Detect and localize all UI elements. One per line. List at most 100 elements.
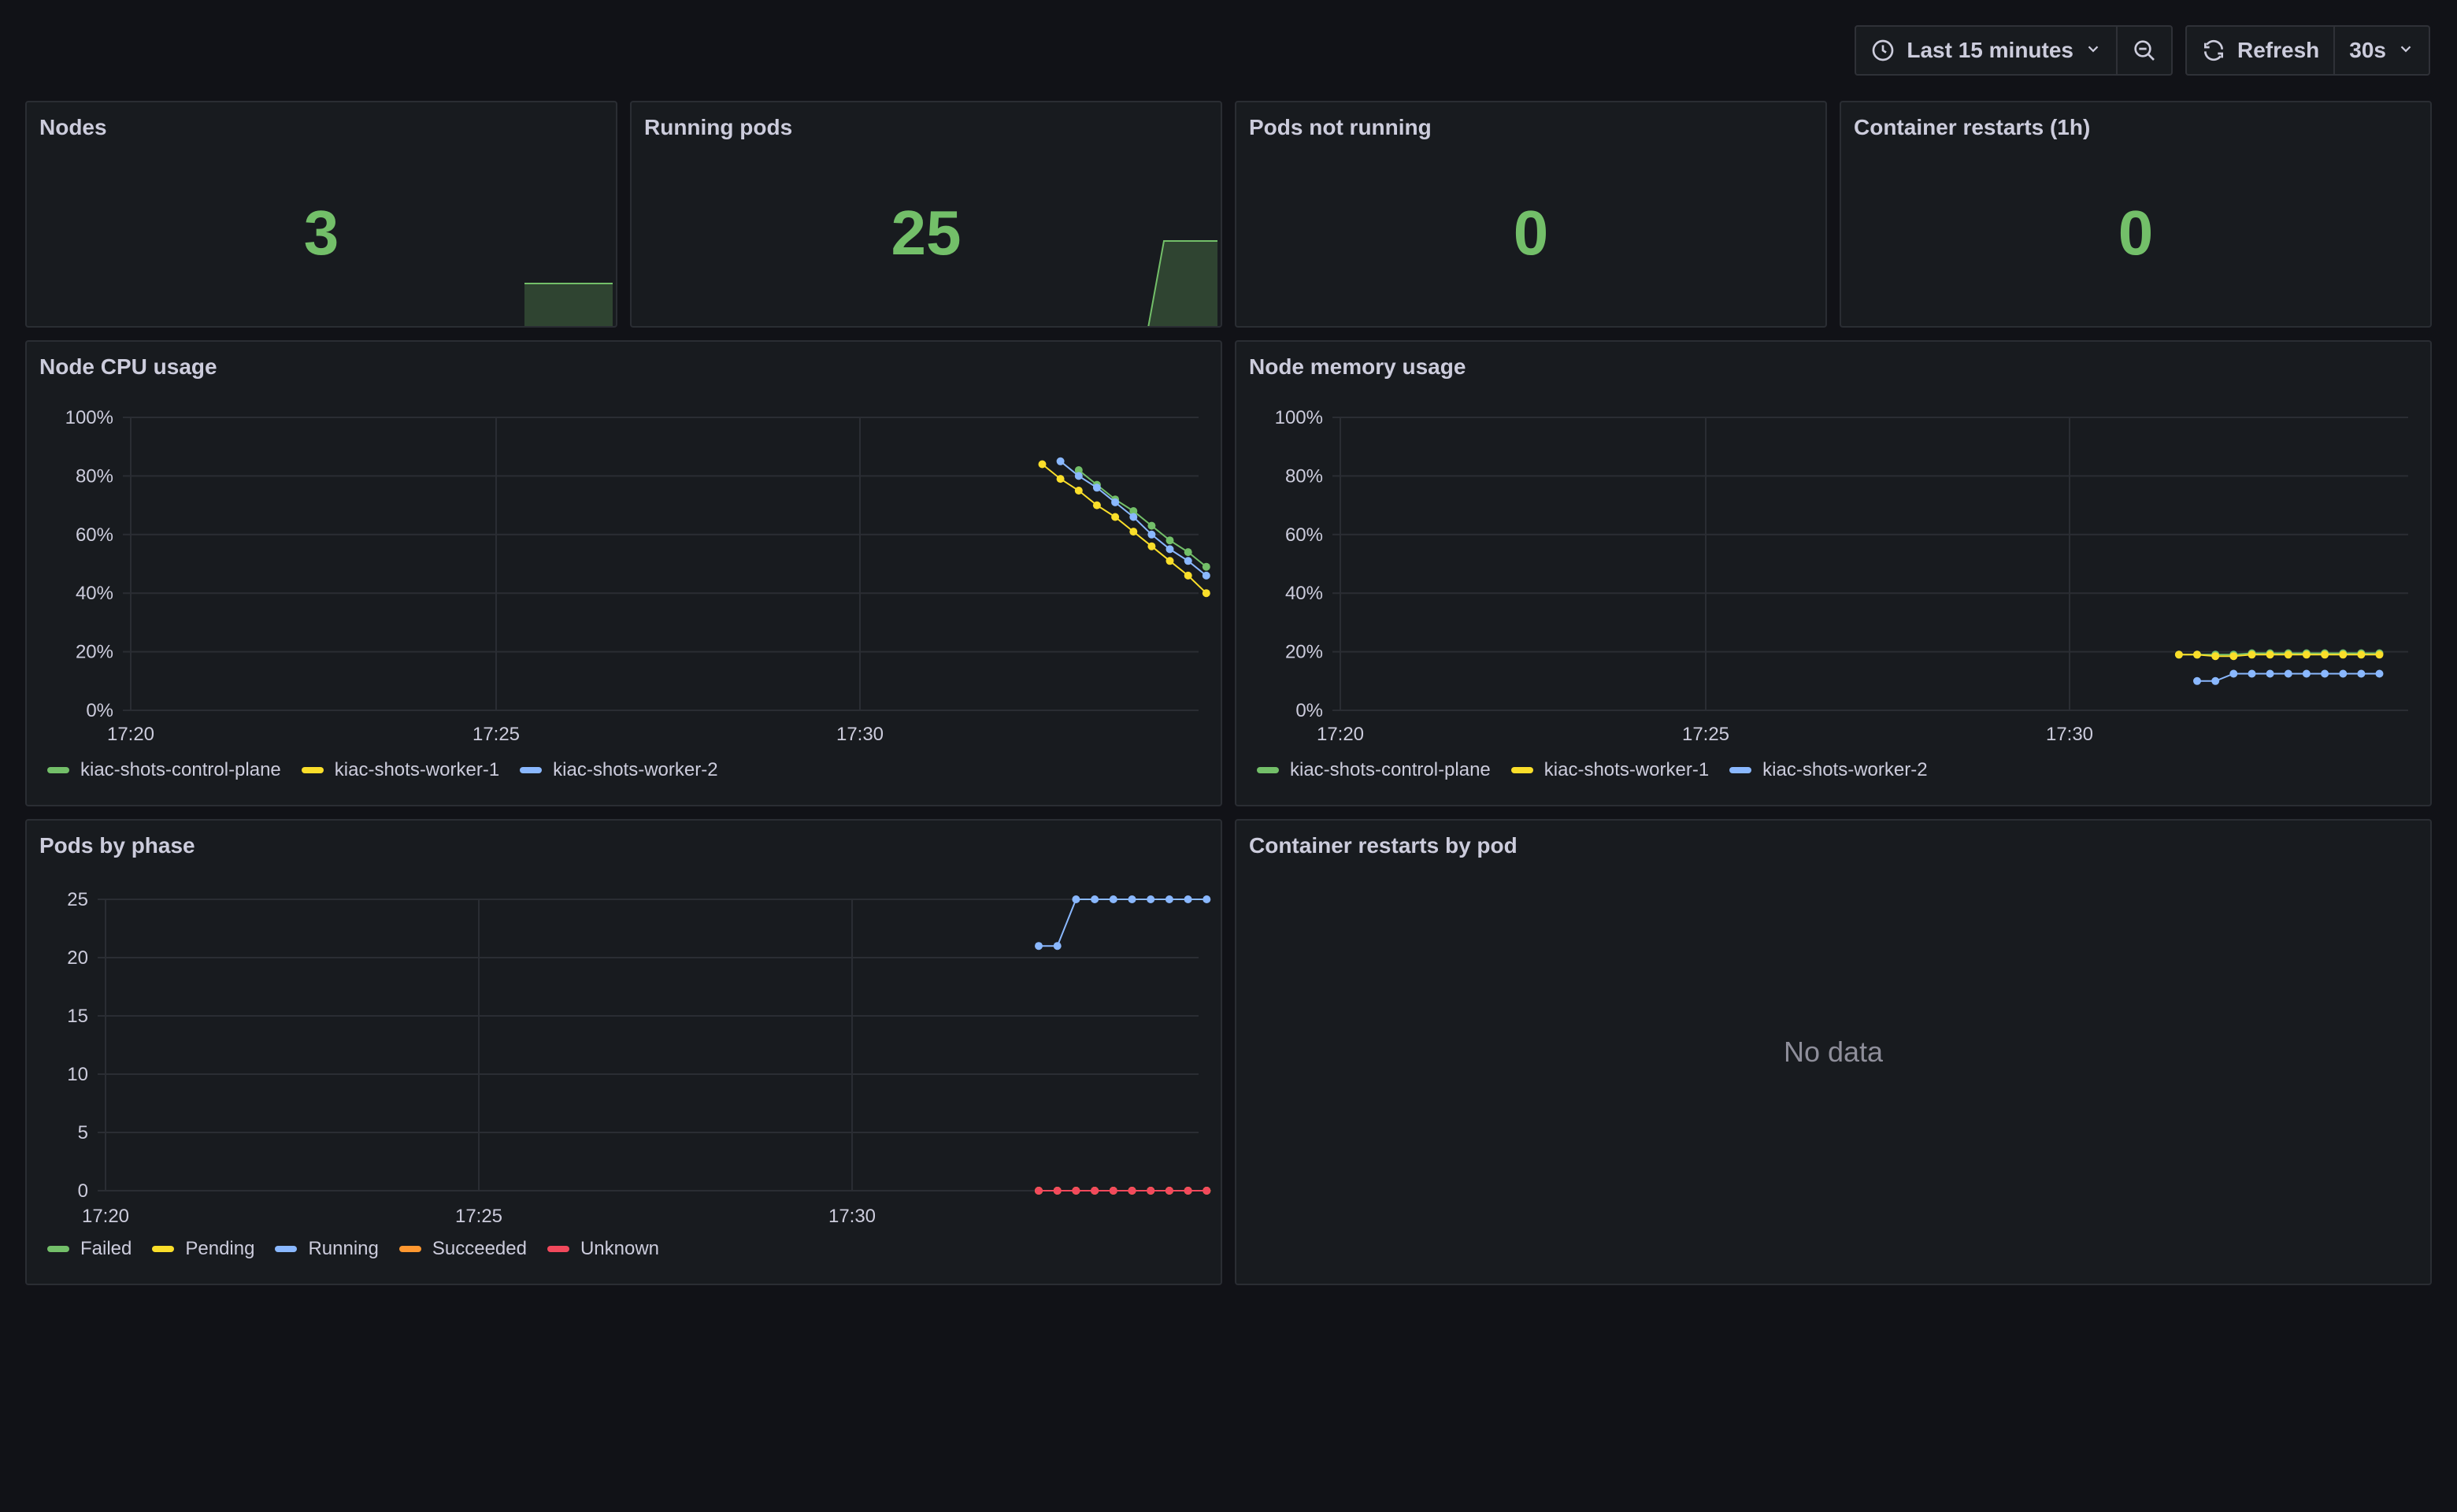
sparkline: [524, 283, 613, 326]
panel-node-memory[interactable]: Node memory usage 0% 20% 40% 60% 80% 100% 17:2…: [1235, 340, 2432, 806]
data-point: [1111, 513, 1120, 521]
refresh-interval-picker[interactable]: 30s: [2333, 27, 2429, 74]
data-point: [2375, 650, 2384, 659]
data-point: [2229, 669, 2238, 678]
legend-label: kiac-shots-worker-1: [334, 759, 500, 780]
legend-item[interactable]: kiac-shots-worker-2: [520, 759, 718, 781]
data-point: [2339, 650, 2348, 659]
stat-panel-nodes[interactable]: Nodes 3: [25, 101, 617, 328]
cpu-chart: 0% 20% 40% 60% 80% 100% 17:20 17:25 17:30: [65, 407, 1210, 745]
data-point: [2248, 669, 2256, 678]
legend-item[interactable]: kiac-shots-worker-1: [1510, 759, 1709, 781]
stat-value: 3: [303, 198, 339, 268]
data-point: [2211, 652, 2220, 661]
y-tick-label: 40%: [76, 583, 113, 604]
data-point: [2211, 676, 2220, 685]
data-point: [1203, 1187, 1211, 1195]
y-tick-label: 5: [78, 1122, 88, 1143]
data-point: [2229, 652, 2238, 661]
time-range-picker[interactable]: Last 15 minutes: [1856, 27, 2116, 74]
legend-item[interactable]: kiac-shots-control-plane: [1257, 759, 1491, 781]
x-tick-label: 17:30: [836, 724, 884, 745]
stat-panel-running-pods[interactable]: Running pods 25: [630, 101, 1222, 328]
sparkline: [1147, 240, 1217, 326]
data-point: [1202, 562, 1210, 571]
data-point: [2248, 650, 2256, 659]
legend-label: Unknown: [580, 1238, 660, 1259]
data-point: [1165, 895, 1173, 903]
data-point: [2357, 650, 2366, 659]
legend-label: kiac-shots-worker-2: [1762, 759, 1928, 780]
data-point: [1091, 1187, 1099, 1195]
stat-panel-pods-not-running[interactable]: Pods not running 0: [1235, 101, 1827, 328]
no-data-message: No data: [1783, 1036, 1884, 1068]
legend-item[interactable]: Succeeded: [398, 1238, 527, 1260]
y-tick-label: 80%: [1285, 465, 1323, 487]
legend-item[interactable]: Failed: [47, 1238, 132, 1260]
y-tick-label: 10: [67, 1064, 88, 1085]
data-point: [1129, 507, 1138, 515]
data-point: [1128, 1187, 1136, 1195]
memory-chart: 0% 20% 40% 60% 80% 100% 17:20 17:25 17:30: [1275, 407, 2408, 745]
data-point: [1129, 513, 1138, 521]
data-point: [2321, 650, 2329, 659]
stat-panel-container-restarts[interactable]: Container restarts (1h) 0: [1840, 101, 2432, 328]
data-point: [1074, 466, 1083, 474]
panel-container-restarts-by-pod[interactable]: Container restarts by pod No data: [1235, 819, 2432, 1285]
legend-item[interactable]: kiac-shots-worker-1: [301, 759, 500, 781]
refresh-button[interactable]: Refresh: [2187, 27, 2333, 74]
legend-item[interactable]: Running: [275, 1238, 379, 1260]
legend-swatch: [1510, 767, 1533, 773]
data-point: [1035, 1187, 1043, 1195]
data-point: [1056, 475, 1065, 484]
stat-value: 0: [1513, 198, 1549, 268]
y-tick-label: 20%: [76, 642, 113, 663]
legend-swatch: [301, 767, 324, 773]
time-picker-group: Last 15 minutes: [1855, 25, 2174, 76]
chart-legend: Failed Pending Running Succeeded Unknown: [47, 1238, 659, 1260]
legend-swatch: [398, 1246, 421, 1252]
zoom-out-button[interactable]: [2116, 27, 2171, 74]
data-point: [2375, 669, 2384, 678]
legend-label: Running: [308, 1238, 379, 1259]
data-point: [1184, 1187, 1192, 1195]
data-point: [1091, 895, 1099, 903]
legend-item[interactable]: kiac-shots-control-plane: [47, 759, 281, 781]
legend-item[interactable]: Pending: [152, 1238, 254, 1260]
stat-value: 0: [2118, 198, 2154, 268]
panel-node-cpu[interactable]: Node CPU usage 0% 20% 40% 60% 80% 100% 17:20 17…: [25, 340, 1222, 806]
panel-title: Pods by phase: [39, 833, 195, 858]
panel-pods-by-phase[interactable]: Pods by phase 0 5 10 15 20 25 17:20 17:25 17:30 …: [25, 819, 1222, 1285]
data-point: [2302, 669, 2311, 678]
y-tick-label: 60%: [1285, 524, 1323, 546]
data-point: [1202, 571, 1210, 580]
y-tick-label: 0%: [1295, 700, 1323, 721]
panel-title: Container restarts (1h): [1854, 115, 2091, 139]
data-point: [1147, 1187, 1155, 1195]
y-tick-label: 25: [67, 889, 88, 910]
panel-title: Nodes: [39, 115, 107, 139]
data-point: [2339, 669, 2348, 678]
panel-title: Node memory usage: [1249, 354, 1466, 379]
legend-item[interactable]: kiac-shots-worker-2: [1729, 759, 1928, 781]
y-tick-label: 40%: [1285, 583, 1323, 604]
legend-swatch: [152, 1246, 175, 1252]
y-tick-label: 20%: [1285, 642, 1323, 663]
time-range-label: Last 15 minutes: [1907, 38, 2074, 62]
legend-label: kiac-shots-control-plane: [1290, 759, 1491, 780]
stat-value: 25: [891, 198, 962, 268]
phase-chart: 0 5 10 15 20 25 17:20 17:25 17:30: [67, 889, 1211, 1227]
x-tick-label: 17:30: [828, 1206, 876, 1227]
dashboard-toolbar: Last 15 minutes Refresh 30s: [1855, 25, 2430, 76]
data-point: [1165, 1187, 1173, 1195]
data-point: [2266, 650, 2274, 659]
legend-item[interactable]: Unknown: [547, 1238, 659, 1260]
data-point: [1092, 501, 1101, 510]
chart-legend: kiac-shots-control-plane kiac-shots-worke…: [1257, 759, 1928, 781]
y-tick-label: 0: [78, 1180, 88, 1202]
data-point: [1074, 487, 1083, 495]
data-point: [2302, 650, 2311, 659]
data-point: [1184, 557, 1192, 565]
chart-legend: kiac-shots-control-plane kiac-shots-worke…: [47, 759, 718, 781]
refresh-icon: [2204, 39, 2224, 61]
